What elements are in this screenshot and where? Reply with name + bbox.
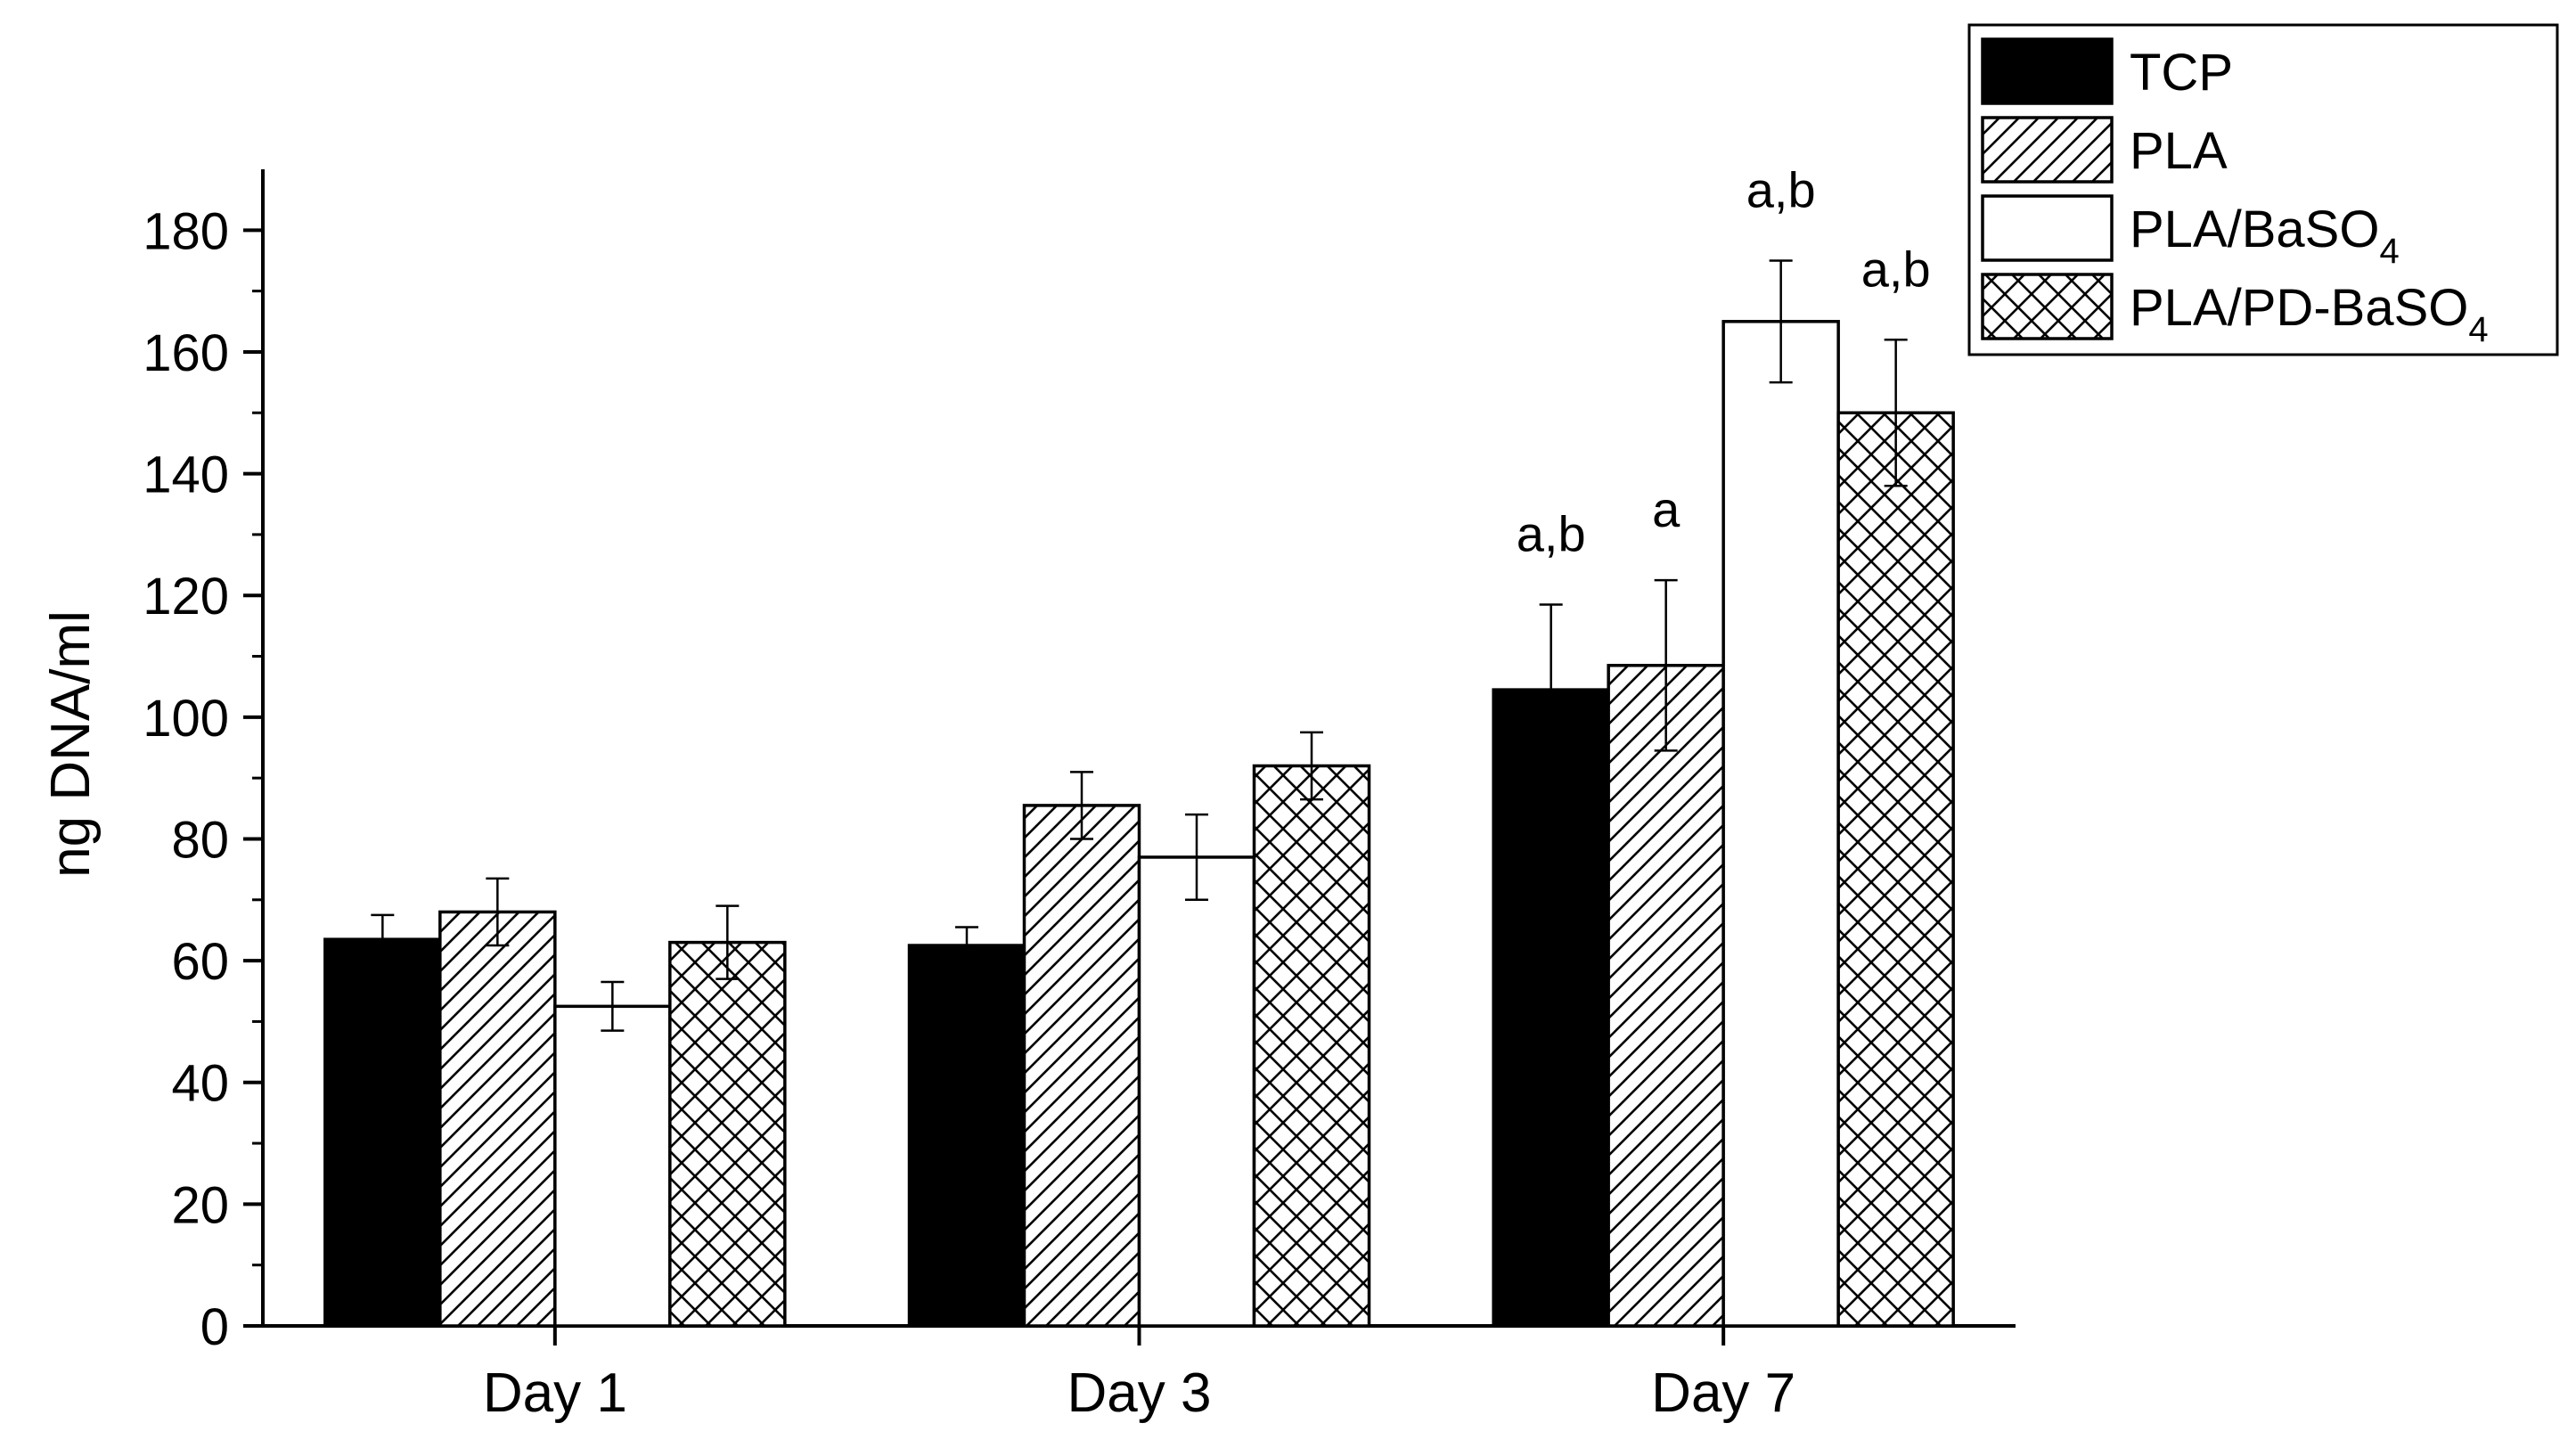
y-tick-label: 120	[143, 568, 229, 626]
bar	[553, 1004, 672, 1328]
legend-swatch	[1981, 116, 2114, 184]
legend-label-main: PLA	[2130, 122, 2228, 180]
bar	[1836, 411, 1955, 1328]
bar	[907, 944, 1026, 1328]
bar	[438, 910, 557, 1328]
legend-swatch	[1981, 37, 2114, 105]
y-axis-label: ng DNA/ml	[40, 610, 102, 878]
x-tick-label: Day 7	[1651, 1362, 1795, 1424]
legend-label-subscript: 4	[2379, 232, 2399, 271]
y-tick-label: 60	[171, 933, 229, 991]
significance-labels: a,b a a,b a,b	[1517, 161, 1931, 561]
y-tick-label: 40	[171, 1055, 229, 1113]
legend-label-main: PLA/PD-BaSO	[2130, 279, 2468, 337]
bar	[1607, 664, 1725, 1328]
legend-swatch	[1981, 273, 2114, 340]
bar	[1721, 320, 1840, 1328]
bar	[1137, 855, 1256, 1328]
legend-label-main: PLA/BaSO	[2130, 200, 2379, 258]
x-tick-label: Day 1	[483, 1362, 627, 1424]
significance-label: a	[1652, 481, 1681, 537]
bar	[668, 940, 787, 1328]
legend-label: PLA	[2130, 122, 2228, 180]
bars	[323, 320, 1955, 1328]
significance-label: a,b	[1517, 505, 1586, 561]
axes: 0 20 40 60 80 100 120 140 160 180 Day 1 Day 3 Day 7	[143, 169, 2016, 1424]
legend-label: PLA/BaSO4	[2130, 200, 2400, 271]
x-tick-label: Day 3	[1067, 1362, 1212, 1424]
bar	[1252, 764, 1371, 1328]
legend-label: TCP	[2130, 44, 2233, 102]
y-tick-label: 160	[143, 324, 229, 382]
legend-label: PLA/PD-BaSO4	[2130, 279, 2489, 349]
y-tick-label: 100	[143, 690, 229, 748]
y-tick-label: 80	[171, 811, 229, 869]
legend-label-main: TCP	[2130, 44, 2233, 102]
significance-label: a,b	[1861, 241, 1931, 297]
bar	[1492, 688, 1610, 1328]
y-tick-label: 140	[143, 446, 229, 504]
bar	[1022, 804, 1141, 1328]
y-tick-label: 20	[171, 1176, 229, 1234]
error-bars	[371, 259, 1908, 1032]
y-tick-label: 0	[200, 1298, 229, 1356]
bar	[323, 937, 442, 1328]
legend-label-subscript: 4	[2468, 310, 2488, 349]
legend-swatch	[1981, 194, 2114, 262]
y-tick-label: 180	[143, 202, 229, 260]
significance-label: a,b	[1746, 161, 1816, 217]
